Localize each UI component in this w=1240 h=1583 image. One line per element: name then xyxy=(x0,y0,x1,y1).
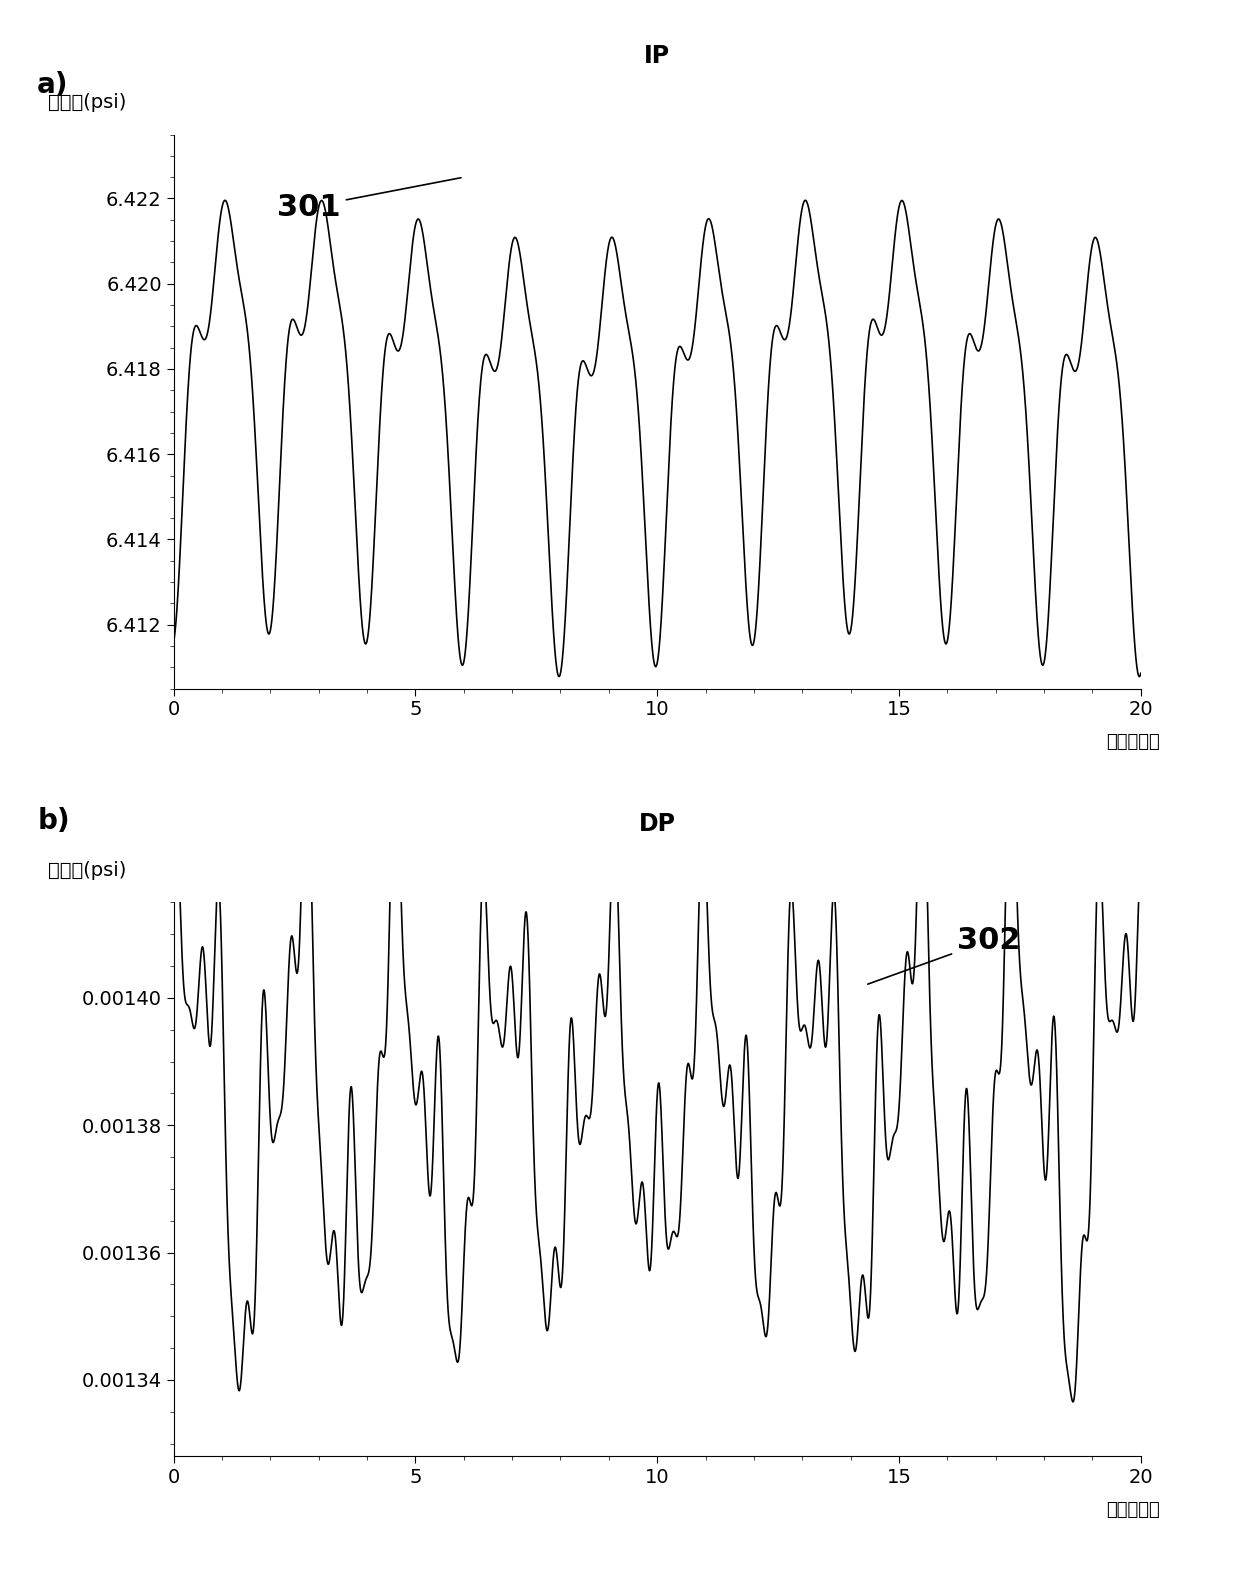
Text: b): b) xyxy=(37,807,69,836)
Text: 压力　(psi): 压力 (psi) xyxy=(48,93,126,112)
Text: IP: IP xyxy=(644,44,671,68)
Text: a): a) xyxy=(37,71,68,100)
Text: 302: 302 xyxy=(868,926,1021,985)
Text: 时间（秒）: 时间（秒） xyxy=(1106,733,1161,750)
Text: 301: 301 xyxy=(278,177,461,222)
Text: 时间（秒）: 时间（秒） xyxy=(1106,1501,1161,1518)
Text: DP: DP xyxy=(639,812,676,836)
Text: 压力　(psi): 压力 (psi) xyxy=(48,861,126,880)
